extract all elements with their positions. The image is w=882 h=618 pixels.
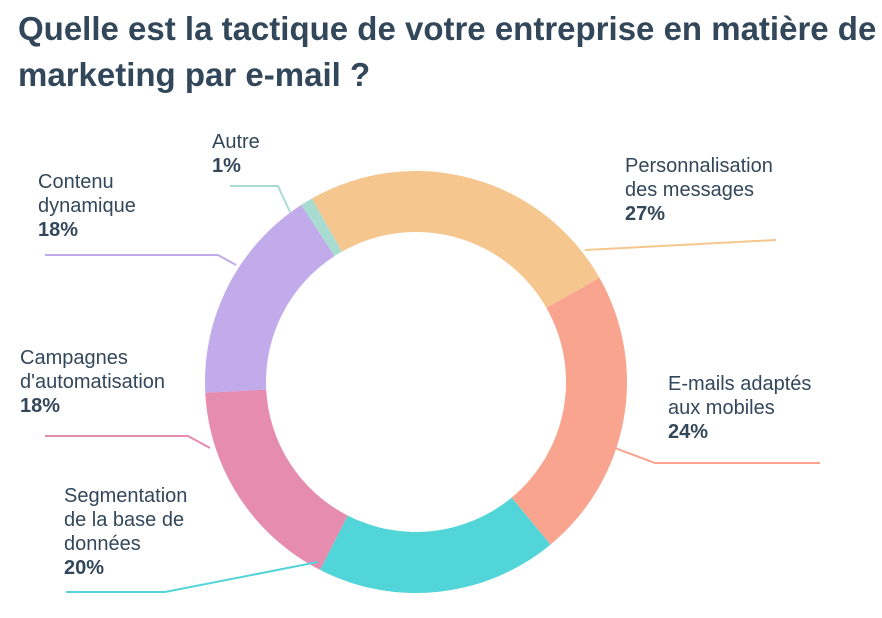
slice-label-3: Campagnes d'automatisation 18% <box>20 346 165 418</box>
leader-line-3 <box>45 435 211 449</box>
slice-value-label: 18% <box>38 219 79 241</box>
slice-label-0: Personnalisation des messages 27% <box>625 154 773 226</box>
leader-line-5 <box>230 185 291 213</box>
slice-label-text: Segmentation <box>64 485 188 507</box>
leader-line-4 <box>45 254 237 266</box>
slice-label-text: d'automatisation <box>20 371 166 393</box>
slice-label-text: E-mails adaptés <box>668 373 812 395</box>
slice-label-4: Contenu dynamique 18% <box>38 170 136 242</box>
slice-1 <box>511 277 628 545</box>
slice-value-label: 27% <box>625 203 666 225</box>
slice-label-text: Campagnes <box>20 347 128 369</box>
slice-label-5: Autre 1% <box>212 130 260 178</box>
slice-label-text: Personnalisation <box>625 155 773 177</box>
slice-label-2: Segmentation de la base de données 20% <box>64 484 187 580</box>
slice-value-label: 1% <box>212 155 241 177</box>
chart-title: Quelle est la tactique de votre entrepri… <box>18 10 877 93</box>
leader-line-0 <box>584 239 777 251</box>
slice-label-text: données <box>64 533 141 555</box>
slice-label-text: Contenu <box>38 171 114 193</box>
slice-5 <box>301 198 342 257</box>
slice-value-label: 20% <box>64 557 105 579</box>
slice-label-text: Autre <box>212 131 260 153</box>
slice-value-label: 24% <box>668 421 709 443</box>
slice-label-text: des messages <box>625 179 754 201</box>
slice-2 <box>319 497 551 594</box>
slice-4 <box>205 204 335 393</box>
leader-line-1 <box>614 447 820 464</box>
slice-label-text: de la base de <box>64 509 185 531</box>
slice-3 <box>205 389 348 570</box>
leader-line-2 <box>66 561 319 593</box>
slice-label-text: aux mobiles <box>668 397 775 419</box>
slice-label-1: E-mails adaptés aux mobiles 24% <box>668 372 811 444</box>
slice-label-text: dynamique <box>38 195 136 217</box>
slice-value-label: 18% <box>20 395 61 417</box>
slice-0 <box>311 171 600 308</box>
